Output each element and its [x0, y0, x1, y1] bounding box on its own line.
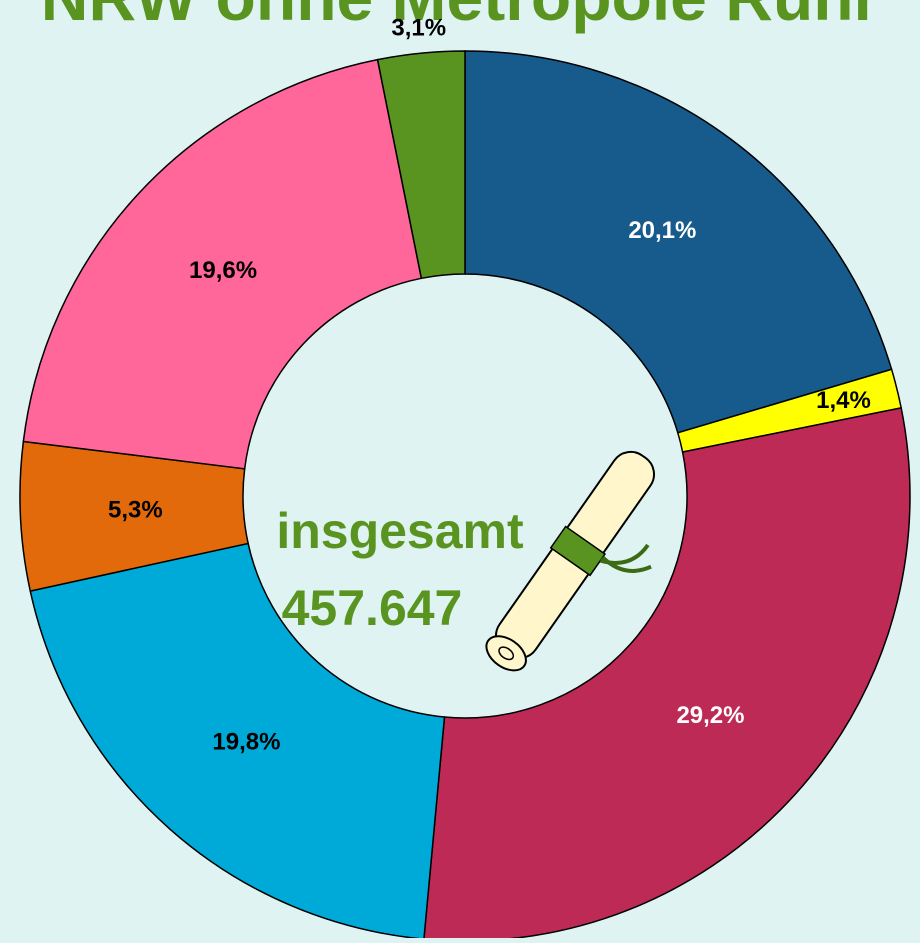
- center-value: 457.647: [282, 580, 463, 636]
- scroll-icon: [485, 450, 655, 672]
- donut-slice: [22, 58, 423, 470]
- data-label: 1,4%: [816, 387, 871, 414]
- donut-slice: [376, 50, 466, 280]
- data-label: 3,1%: [391, 15, 446, 42]
- data-label: 29,2%: [676, 702, 744, 729]
- chart-title: NRW ohne Metropole Ruhr: [41, 0, 879, 34]
- data-label: 20,1%: [628, 217, 696, 244]
- data-label: 19,8%: [212, 729, 280, 756]
- slices: [19, 50, 911, 942]
- data-label: 19,6%: [189, 257, 257, 284]
- donut-slice: [464, 50, 893, 434]
- data-label: 5,3%: [108, 497, 163, 524]
- center-label: insgesamt: [276, 503, 524, 559]
- donut-slice: [29, 542, 446, 940]
